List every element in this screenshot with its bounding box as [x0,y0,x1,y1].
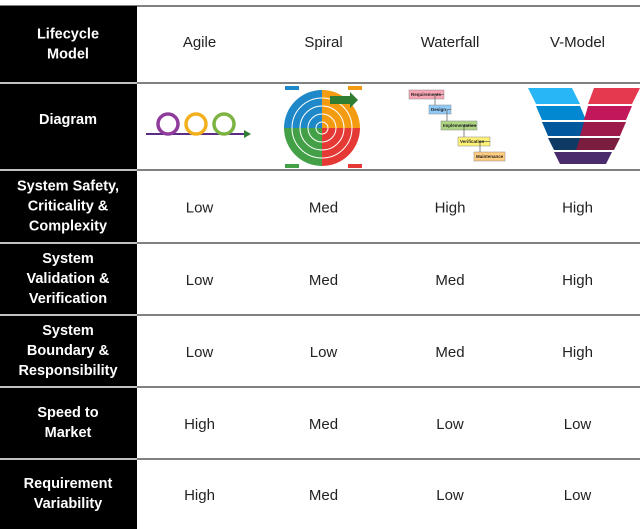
agile-diagram [146,112,251,138]
waterfall-arrow [479,141,490,152]
spiral-diagram [284,86,362,168]
label-column [0,6,137,529]
waterfall-arrow [463,125,477,137]
row-label: Verification [29,291,107,307]
row-label: System [42,251,94,267]
waterfall-arrow [434,94,444,105]
cell: Low [186,199,214,216]
cell: High [562,199,593,216]
cell: High [435,199,466,216]
cell: Low [186,272,214,289]
cell: Med [309,272,338,289]
row-label: Validation & [27,271,111,287]
cell: High [184,487,215,504]
row-label: System [42,323,94,339]
cell: Med [309,487,338,504]
column-header: Agile [183,34,216,51]
row-label: Requirement [24,476,113,492]
row-label: Speed to [37,405,98,421]
row-label: Model [47,46,89,62]
cell: Low [436,487,464,504]
cell: Med [435,272,464,289]
cell: High [562,344,593,361]
row-label: Responsibility [18,363,117,379]
cell: Med [309,199,338,216]
waterfall-step [473,151,506,162]
row-label: Diagram [39,112,97,128]
waterfall-step-label: Implementation [443,123,477,128]
cell: Low [186,344,214,361]
cell: Low [564,487,592,504]
row-label: Boundary & [27,343,110,359]
row-label: Variability [34,496,103,512]
cell: Low [564,416,592,433]
waterfall-step-label: Design [431,107,446,112]
v-model-diagram [528,88,640,164]
row-label: Lifecycle [37,26,99,42]
waterfall-step-label: Maintenance [476,154,504,159]
row-label: Market [45,425,92,441]
column-header: Spiral [304,34,342,51]
cell: Low [310,344,338,361]
row-label: System Safety, [17,178,119,194]
column-header: V-Model [550,34,605,51]
row-label: Complexity [29,218,107,234]
cell: Med [309,416,338,433]
cell: Med [435,344,464,361]
row-label: Criticality & [28,198,109,214]
column-header: Waterfall [421,34,480,51]
cell: High [562,272,593,289]
cell: High [184,416,215,433]
waterfall-step-label: Requirements [411,92,442,97]
cell: Low [436,416,464,433]
waterfall-step-label: Verification [460,139,485,144]
waterfall-arrow [446,109,451,121]
